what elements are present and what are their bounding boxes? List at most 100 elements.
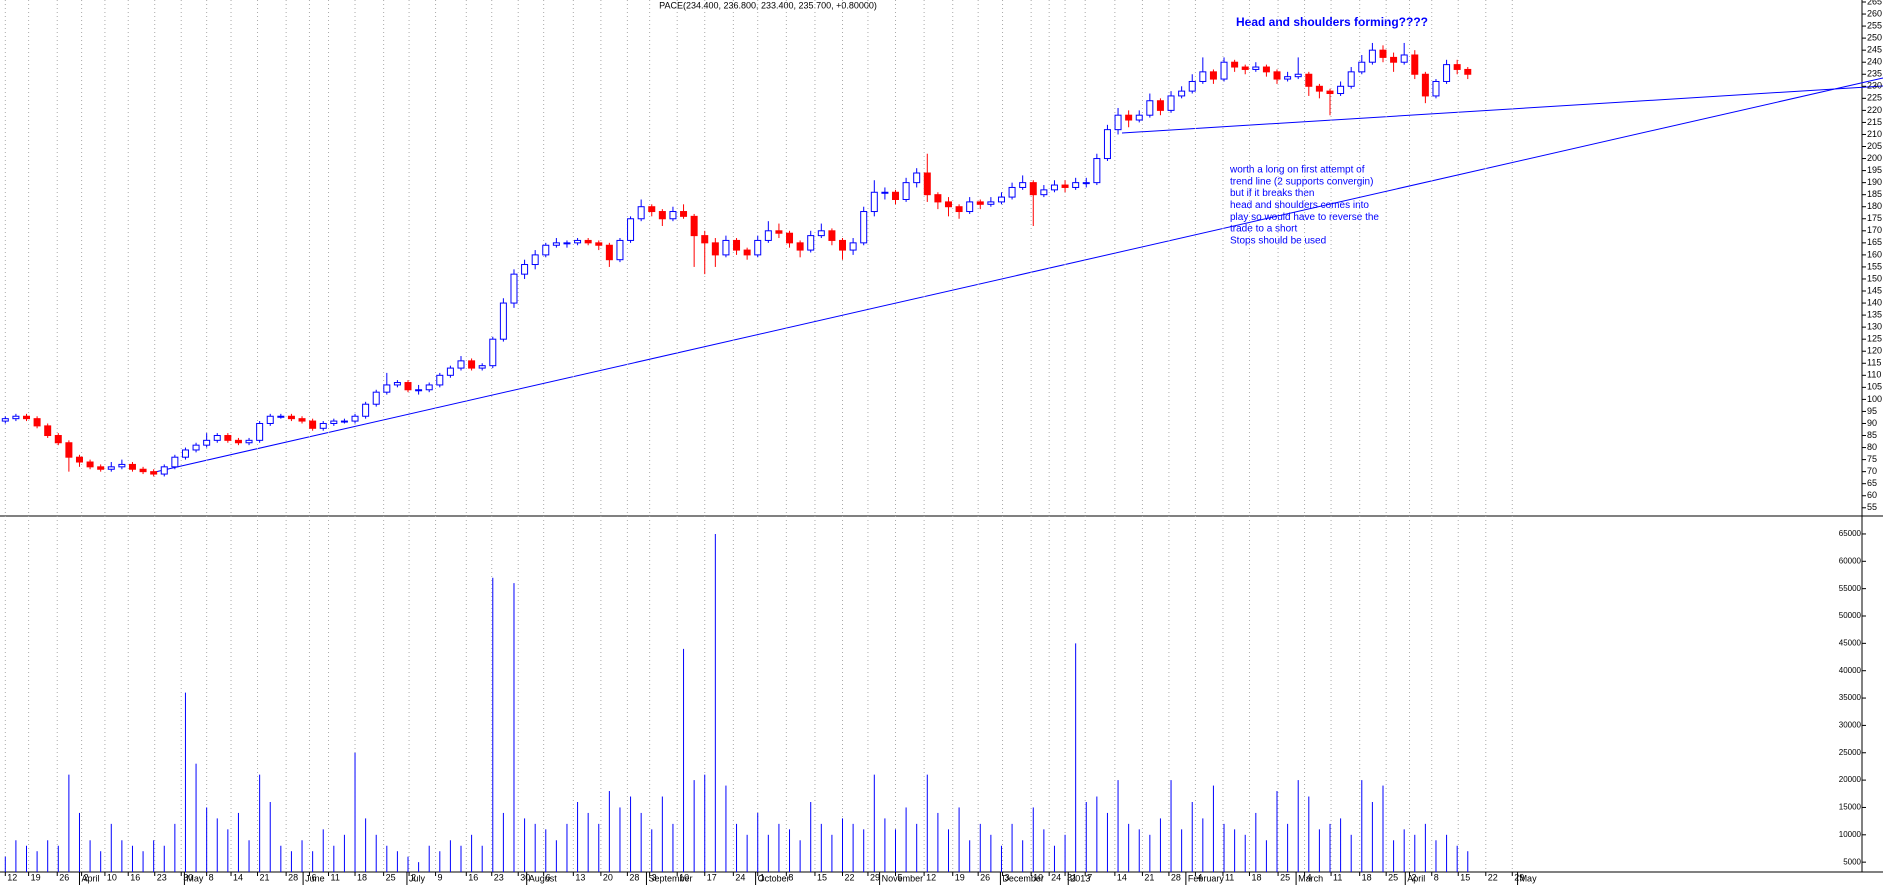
candle-body <box>86 461 94 468</box>
candle-body <box>775 230 783 234</box>
annotation: Head and shoulders forming???? <box>1236 15 1428 29</box>
candle-body <box>33 418 41 427</box>
candle-body <box>849 242 857 251</box>
x-tick-label: 18 <box>357 872 367 882</box>
x-tick-label: 8 <box>209 872 214 882</box>
candle-body <box>701 235 709 244</box>
y-tick-label: 130 <box>1867 322 1882 332</box>
candle-body <box>1315 85 1323 92</box>
candle-body <box>605 244 613 261</box>
y-tick-label: 95 <box>1867 406 1877 416</box>
candle-body <box>309 420 317 429</box>
candle-body <box>976 201 984 205</box>
candle-body <box>669 211 677 220</box>
candle-body <box>1125 114 1133 121</box>
x-tick-label: 24 <box>735 872 745 882</box>
candle-body <box>1178 90 1186 97</box>
x-tick-label: 21 <box>260 872 270 882</box>
x-tick-label: 2 <box>84 872 89 882</box>
candle-body <box>1284 76 1292 80</box>
candle-body <box>839 239 847 251</box>
x-tick-label: 30 <box>183 872 193 882</box>
x-tick-label: 26 <box>980 872 990 882</box>
candle-body <box>1061 184 1069 188</box>
x-tick-label: 19 <box>955 872 965 882</box>
candle-body <box>245 439 253 444</box>
candle-body <box>1231 61 1239 68</box>
y-tick-label: 245 <box>1867 45 1882 55</box>
candle-body <box>616 239 624 261</box>
x-tick-label: 28 <box>288 872 298 882</box>
x-tick-label: 21 <box>1144 872 1154 882</box>
x-tick-label: 11 <box>1333 872 1342 882</box>
candle-body <box>764 230 772 241</box>
candle-body <box>1337 85 1345 95</box>
x-tick-label: 10 <box>679 872 689 882</box>
candle-body <box>362 403 370 417</box>
x-tick-label: 10 <box>1033 872 1043 882</box>
y-tick-label: 90 <box>1867 418 1877 428</box>
month-label: October <box>758 873 790 883</box>
x-tick-label: 14 <box>1117 872 1127 882</box>
y-tick-label: 100 <box>1867 394 1882 404</box>
y-tick-label: 160 <box>1867 249 1882 259</box>
candle-body <box>1188 80 1196 92</box>
volume-tick-label: 55000 <box>1839 584 1862 593</box>
note-line: but if it breaks then <box>1230 188 1315 199</box>
candle-body <box>1305 73 1313 87</box>
candle-body <box>256 422 264 441</box>
candle-body <box>415 389 423 392</box>
candle-body <box>733 239 741 251</box>
month-label: March <box>1298 873 1323 883</box>
candle-body <box>404 382 412 391</box>
x-tick-label: 28 <box>629 872 639 882</box>
candle-body <box>393 382 401 386</box>
x-tick-label: 16 <box>468 872 478 882</box>
candle-body <box>521 264 529 275</box>
x-tick-label: 11 <box>331 872 340 882</box>
y-tick-label: 70 <box>1867 466 1877 476</box>
y-tick-label: 65 <box>1867 478 1877 488</box>
x-tick-label: 25 <box>1280 872 1290 882</box>
candle-body <box>711 242 719 256</box>
y-tick-label: 255 <box>1867 20 1882 30</box>
candle-body <box>489 338 497 367</box>
x-tick-label: 18 <box>1251 872 1261 882</box>
x-tick-label: 26 <box>59 872 69 882</box>
y-tick-label: 135 <box>1867 309 1882 319</box>
x-tick-label: 28 <box>1171 872 1181 882</box>
y-tick-label: 230 <box>1867 81 1882 91</box>
x-tick-label: 14 <box>233 872 243 882</box>
month-label: July <box>409 873 426 883</box>
y-tick-label: 225 <box>1867 93 1882 103</box>
y-tick-label: 220 <box>1867 105 1882 115</box>
candle-body <box>786 232 794 244</box>
candle-body <box>1368 49 1376 63</box>
x-tick-label: 4 <box>1307 872 1312 882</box>
y-tick-label: 180 <box>1867 201 1882 211</box>
candle-body <box>1050 184 1058 191</box>
note-line: worth a long on first attempt of <box>1229 165 1365 176</box>
candle-body <box>796 242 804 251</box>
x-tick-label: 18 <box>1362 872 1372 882</box>
candle-body <box>1103 129 1111 160</box>
neckline <box>1121 85 1883 134</box>
candle-body <box>351 415 359 422</box>
candle-body <box>1400 54 1408 63</box>
month-label: November <box>882 873 924 883</box>
candle-body <box>118 463 126 468</box>
candle-body <box>457 360 465 369</box>
volume-tick-label: 40000 <box>1839 666 1862 675</box>
candle-body <box>690 215 698 237</box>
month-label: May <box>1520 873 1538 883</box>
month-label: June <box>305 873 325 883</box>
x-tick-label: 6 <box>311 872 316 882</box>
candle-body <box>1273 71 1281 80</box>
candle-body <box>627 218 635 241</box>
month-label: September <box>648 873 692 883</box>
x-tick-label: 30 <box>520 872 530 882</box>
x-tick-label: 3 <box>1005 872 1010 882</box>
candle-body <box>1411 54 1419 75</box>
volume-tick-label: 50000 <box>1839 611 1862 620</box>
y-tick-label: 175 <box>1867 213 1882 223</box>
